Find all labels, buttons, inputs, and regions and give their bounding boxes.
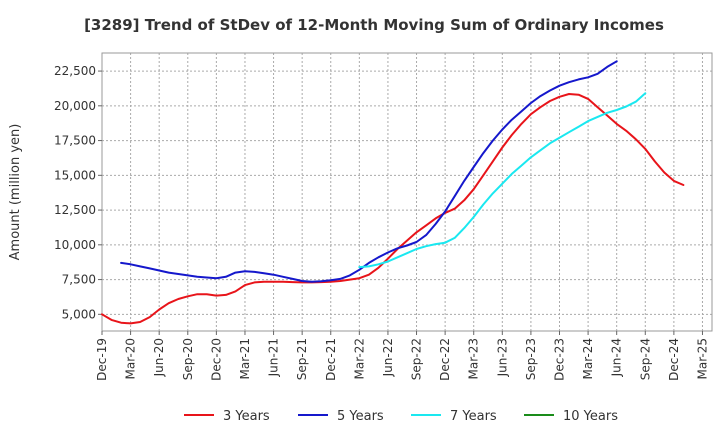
legend-label: 5 Years bbox=[337, 409, 384, 424]
x-tick-label: Jun-20 bbox=[152, 338, 166, 377]
x-tick-label: Mar-23 bbox=[467, 338, 481, 379]
legend-label: 10 Years bbox=[563, 409, 618, 424]
plot-area-frame bbox=[101, 52, 713, 332]
x-tick-label: Jun-21 bbox=[267, 338, 281, 377]
x-tick-label: Mar-22 bbox=[352, 338, 366, 379]
x-tick-label: Dec-19 bbox=[95, 338, 109, 381]
legend: 3 Years 5 Years 7 Years 10 Years bbox=[184, 409, 618, 424]
series-lines bbox=[101, 60, 685, 325]
y-tick-label: 17,500 bbox=[54, 134, 96, 148]
chart-title: [3289] Trend of StDev of 12-Month Moving… bbox=[84, 16, 664, 34]
y-tick-label: 10,000 bbox=[54, 238, 96, 252]
x-tick-label: Jun-22 bbox=[381, 338, 395, 377]
x-tick-label: Mar-20 bbox=[124, 338, 138, 379]
legend-label: 3 Years bbox=[223, 409, 270, 424]
y-axis-label: Amount (million yen) bbox=[8, 124, 23, 261]
y-tick-label: 12,500 bbox=[54, 203, 96, 217]
series-line-5-years bbox=[120, 60, 618, 283]
x-tick-label: Mar-21 bbox=[238, 338, 252, 379]
x-tick-label: Dec-20 bbox=[209, 338, 223, 381]
x-tick-label: Jun-24 bbox=[610, 338, 624, 377]
y-tick-label: 20,000 bbox=[54, 99, 96, 113]
x-tick-label: Dec-23 bbox=[553, 338, 567, 381]
grid-lines bbox=[101, 53, 712, 331]
x-tick-label: Sep-22 bbox=[410, 338, 424, 380]
x-tick-label: Dec-24 bbox=[667, 338, 681, 381]
x-tick-label: Sep-20 bbox=[181, 338, 195, 380]
x-tick-label: Mar-25 bbox=[695, 338, 709, 379]
x-tick-label: Jun-23 bbox=[495, 338, 509, 377]
x-tick-label: Sep-24 bbox=[638, 338, 652, 380]
legend-label: 7 Years bbox=[450, 409, 497, 424]
x-tick-label: Mar-24 bbox=[581, 338, 595, 379]
x-axis: Dec-19 Mar-20 Jun-20 Sep-20 Dec-20 Mar-21 Jun-… bbox=[95, 331, 709, 381]
y-tick-label: 22,500 bbox=[54, 64, 96, 78]
y-tick-label: 7,500 bbox=[62, 273, 96, 287]
y-tick-label: 5,000 bbox=[62, 307, 96, 321]
series-line-3-years bbox=[101, 93, 685, 325]
x-tick-label: Dec-21 bbox=[324, 338, 338, 381]
x-tick-label: Dec-22 bbox=[438, 338, 452, 381]
x-tick-label: Sep-21 bbox=[295, 338, 309, 380]
y-tick-label: 15,000 bbox=[54, 168, 96, 182]
y-axis: 5,000 7,500 10,000 12,500 15,000 17,500 20,000… bbox=[54, 64, 102, 321]
x-tick-label: Sep-23 bbox=[524, 338, 538, 380]
series-line-7-years bbox=[358, 92, 647, 269]
